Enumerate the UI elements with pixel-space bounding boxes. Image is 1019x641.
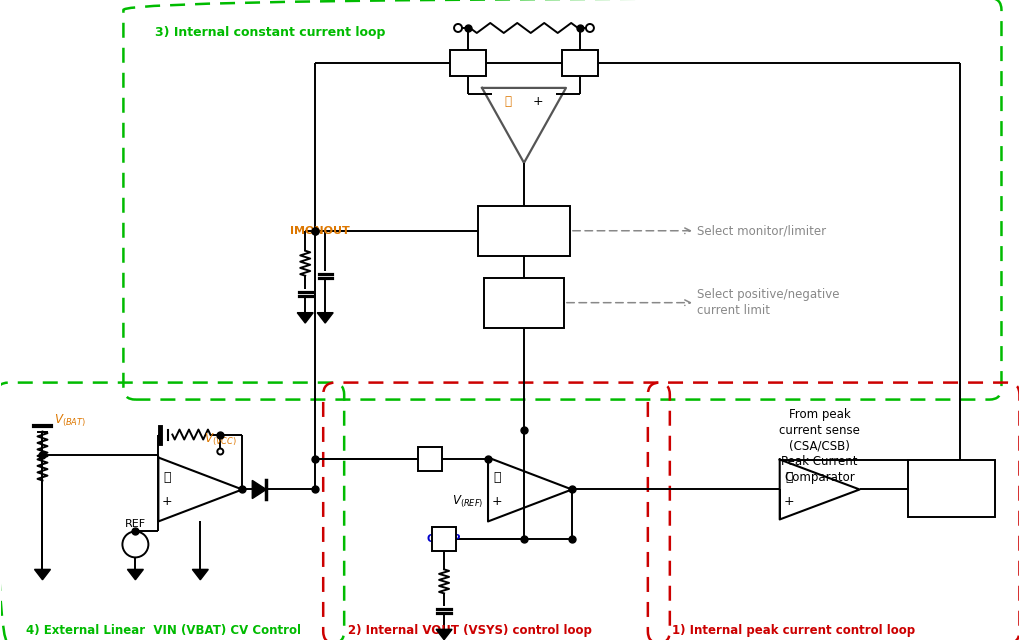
Text: ー: ー [785,471,792,484]
Polygon shape [436,629,451,640]
Bar [449,50,485,76]
Circle shape [585,24,593,32]
Text: ー: ー [131,543,139,556]
Text: +: + [491,495,501,508]
Bar [432,528,455,551]
Text: Peak
Current
Limit: Peak Current Limit [500,280,547,325]
Text: IMONOUT: IMONOUT [290,226,350,236]
Text: Peak Current
Comparator: Peak Current Comparator [781,454,857,483]
Text: $V_{(REF)}$: $V_{(REF)}$ [451,494,483,510]
Text: $V_{(VCC)}$: $V_{(VCC)}$ [204,431,236,447]
Text: From peak
current sense
(CSA/CSB): From peak current sense (CSA/CSB) [779,408,859,453]
Polygon shape [252,480,266,499]
Text: ー: ー [504,96,511,108]
Text: Select positive/negative
current limit: Select positive/negative current limit [696,288,839,317]
Text: 4) External Linear  VIN (VBAT) CV Control: 4) External Linear VIN (VBAT) CV Control [25,624,301,637]
Bar [418,447,441,470]
Text: Buck-Boost
PWM
Logic: Buck-Boost PWM Logic [913,465,987,512]
Polygon shape [297,313,313,323]
Circle shape [217,449,223,454]
Text: Select monitor/limiter: Select monitor/limiter [696,224,825,237]
Bar [478,206,570,256]
Text: +: + [783,495,793,508]
Circle shape [453,24,462,32]
Text: +: + [532,96,543,108]
Text: IOMON
CONTROL: IOMON CONTROL [490,216,557,246]
Text: ISNSP: ISNSP [449,58,486,68]
Bar [561,50,597,76]
Polygon shape [193,569,208,579]
Text: REF: REF [124,519,146,529]
Text: $V_{(BAT)}$: $V_{(BAT)}$ [54,412,87,429]
Text: ー: ー [163,471,171,484]
Text: ISNSN: ISNSN [560,58,598,68]
Text: FB: FB [422,454,437,463]
Polygon shape [127,569,144,579]
Circle shape [122,531,148,558]
Text: 1) Internal peak current control loop: 1) Internal peak current control loop [672,624,914,637]
Text: 3) Internal constant current loop: 3) Internal constant current loop [155,26,385,39]
Text: ー: ー [493,471,500,484]
Polygon shape [317,313,333,323]
Text: COMP: COMP [427,535,461,544]
Polygon shape [35,569,50,579]
Text: 2) Internal VOUT (VSYS) control loop: 2) Internal VOUT (VSYS) control loop [347,624,591,637]
Bar [907,460,995,517]
Text: +: + [162,495,172,508]
Text: +: + [130,535,140,545]
Bar [484,278,564,328]
